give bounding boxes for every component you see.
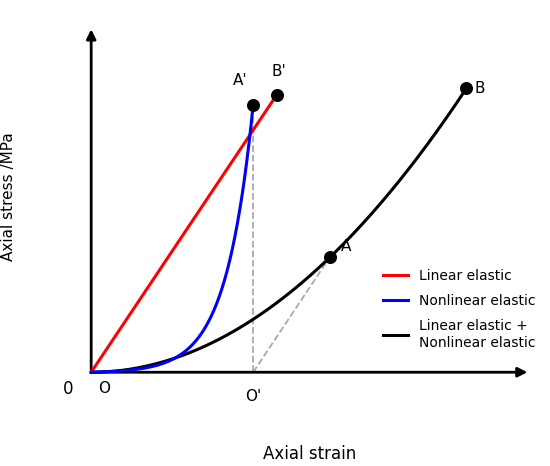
Text: A: A xyxy=(340,239,351,254)
Legend: Linear elastic, Nonlinear elastic, Linear elastic +
Nonlinear elastic: Linear elastic, Nonlinear elastic, Linea… xyxy=(377,264,541,355)
Text: B': B' xyxy=(271,64,286,79)
Point xyxy=(272,91,281,99)
Text: Axial stress /MPa: Axial stress /MPa xyxy=(1,132,16,261)
Point xyxy=(462,85,471,92)
Text: B: B xyxy=(475,81,485,96)
Text: O: O xyxy=(98,381,110,396)
Point xyxy=(249,101,257,109)
Text: A': A' xyxy=(233,74,248,89)
Text: 0: 0 xyxy=(63,379,73,397)
Text: O': O' xyxy=(245,389,261,404)
Point xyxy=(326,253,334,260)
Text: Axial strain: Axial strain xyxy=(263,445,356,463)
